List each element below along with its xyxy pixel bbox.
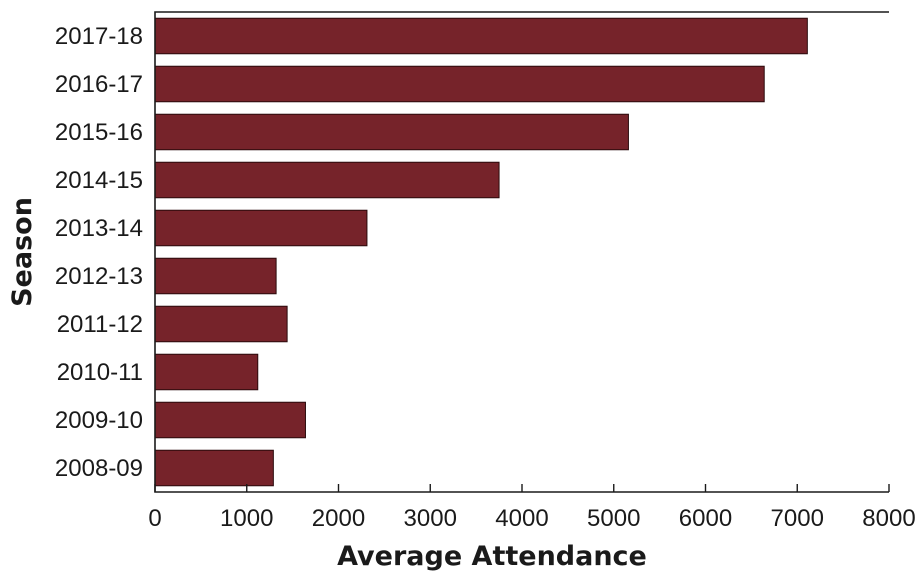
- y-tick-label: 2013-14: [55, 215, 143, 242]
- x-tick-label: 2000: [312, 505, 365, 532]
- x-tick-label: 6000: [679, 505, 732, 532]
- y-tick-label: 2017-18: [55, 23, 143, 50]
- bar-2013-14: [155, 210, 367, 246]
- bar-2010-11: [155, 354, 258, 390]
- y-tick-label: 2008-09: [55, 455, 143, 482]
- y-tick-label: 2012-13: [55, 263, 143, 290]
- bar-2012-13: [155, 258, 276, 294]
- bar-2016-17: [155, 66, 764, 102]
- x-axis-title: Average Attendance: [337, 541, 647, 571]
- y-axis-title: Season: [7, 197, 38, 307]
- x-tick-label: 8000: [862, 505, 915, 532]
- bar-2017-18: [155, 18, 807, 54]
- x-tick-label: 4000: [495, 505, 548, 532]
- bar-2008-09: [155, 450, 273, 486]
- x-tick-label: 1000: [220, 505, 273, 532]
- bar-2014-15: [155, 162, 499, 198]
- y-tick-label: 2009-10: [55, 407, 143, 434]
- y-tick-label: 2014-15: [55, 167, 143, 194]
- y-tick-label: 2016-17: [55, 71, 143, 98]
- y-tick-label: 2011-12: [57, 311, 143, 338]
- x-tick-label: 5000: [587, 505, 640, 532]
- y-tick-label: 2015-16: [55, 119, 143, 146]
- y-tick-label: 2010-11: [57, 359, 143, 386]
- x-tick-label: 0: [148, 505, 161, 532]
- bars-group: [155, 18, 807, 486]
- bar-2009-10: [155, 402, 305, 438]
- bar-2011-12: [155, 306, 287, 342]
- y-axis-ticks: 2017-18 2016-17 2015-16 2014-15 2013-14 2012-…: [55, 23, 143, 482]
- bar-2015-16: [155, 114, 628, 150]
- x-tick-label: 7000: [771, 505, 824, 532]
- x-tick-label: 3000: [404, 505, 457, 532]
